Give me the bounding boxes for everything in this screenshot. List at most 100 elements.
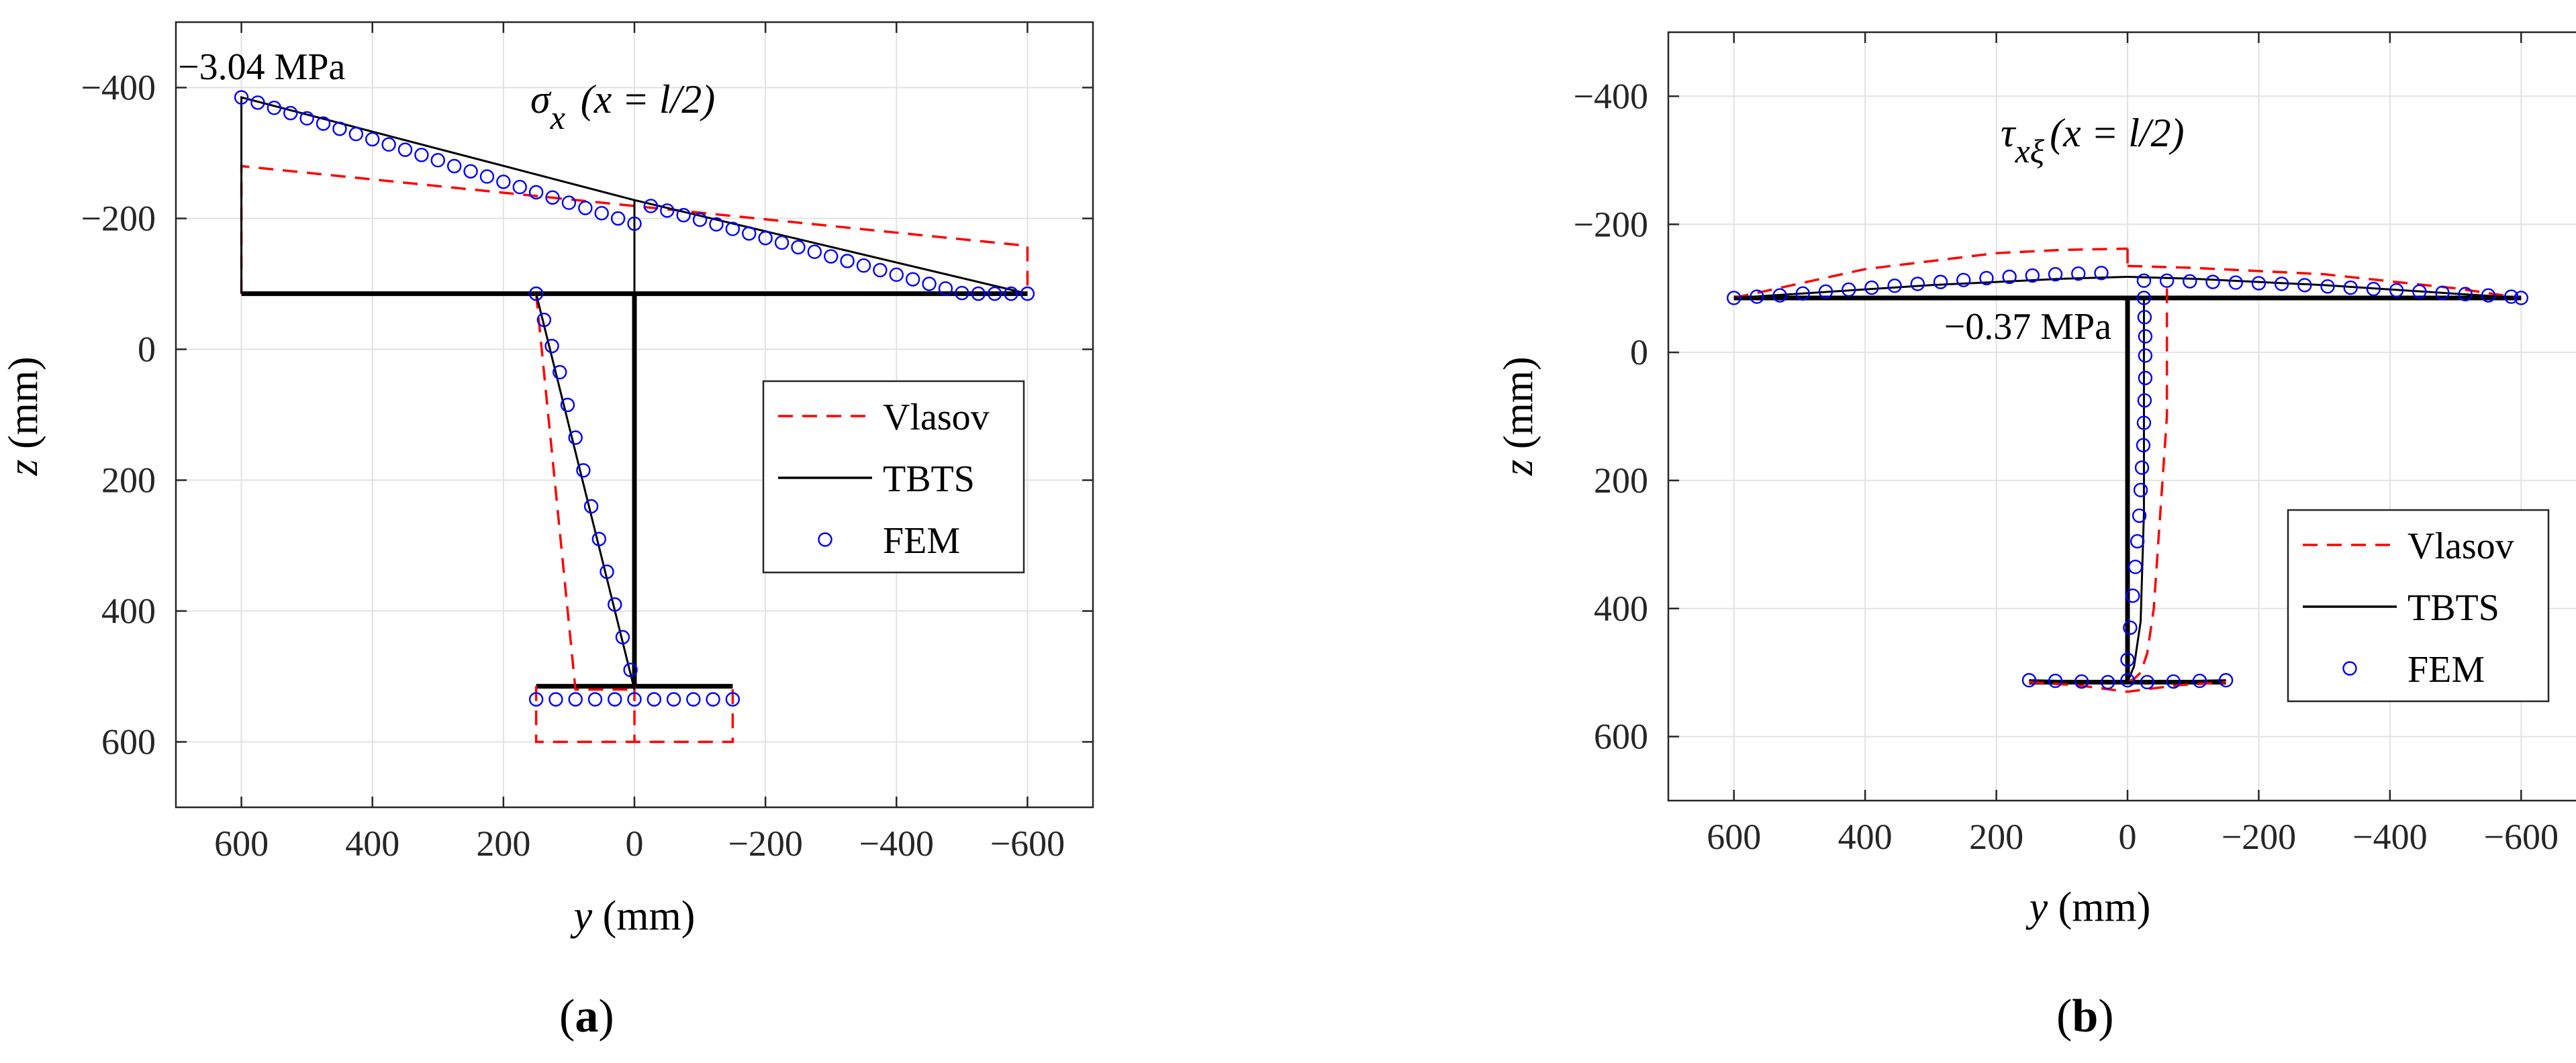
fem-marker [591, 532, 607, 546]
fem-marker [774, 235, 790, 250]
fem-marker [430, 153, 445, 168]
fem-marker [2130, 534, 2145, 549]
panel-label-a: (a) [559, 991, 614, 1042]
fem-marker [2435, 285, 2450, 301]
y-tick-label: 400 [1594, 589, 1648, 629]
y-axis-label-var: z [1, 460, 46, 476]
fem-marker [1750, 289, 1764, 304]
fem-marker [512, 180, 527, 195]
fem-marker [2048, 266, 2063, 282]
legend: Vlasov TBTS FEM [762, 380, 1025, 574]
y-tick-label: 200 [1594, 460, 1648, 501]
fem-marker [666, 692, 681, 707]
fem-marker [1004, 286, 1018, 301]
x-tick-label: −400 [859, 823, 934, 864]
tbts-line [535, 293, 636, 690]
series-fem [1727, 266, 2528, 690]
series-tbts [240, 96, 1028, 690]
fem-marker [528, 185, 544, 200]
fem-marker [2126, 588, 2140, 603]
fem-marker [686, 692, 701, 707]
fem-marker [2133, 483, 2148, 497]
chart-panel-b: 600 400 200 0 −200 −400 −600 −400 −200 0 200 400 600… [1496, 31, 2576, 930]
fem-marker [1795, 286, 1811, 301]
fem-marker [332, 121, 347, 136]
fem-marker [583, 499, 599, 514]
fem-marker [938, 281, 953, 296]
fem-marker [608, 597, 622, 612]
fem-marker [2136, 438, 2151, 453]
fem-marker [647, 692, 661, 707]
fem-marker [1956, 272, 1971, 287]
fem-marker [2138, 348, 2153, 363]
y-axis-label: z (mm) [1, 356, 46, 476]
x-tick-label: −600 [2484, 817, 2559, 857]
fem-marker [1727, 291, 1742, 305]
fem-marker [2132, 508, 2147, 523]
y-tick-label: −200 [1574, 204, 1648, 244]
fem-marker [2228, 275, 2243, 290]
fem-marker [2137, 393, 2152, 408]
tbts-line [240, 96, 1028, 295]
fem-marker [1842, 282, 1856, 297]
fem-marker [2183, 274, 2197, 289]
y-axis-label: z (mm) [1496, 356, 1541, 476]
x-tick-label: 600 [214, 823, 269, 864]
fem-marker [2205, 274, 2220, 289]
y-axis-label-unit: (mm) [1, 356, 46, 459]
fem-marker [463, 164, 478, 179]
legend-label-fem: FEM [2407, 649, 2485, 691]
legend-label-vlasov: Vlasov [883, 397, 990, 438]
fem-marker [2136, 273, 2152, 288]
fem-marker [1887, 279, 1902, 293]
fem-marker [2120, 672, 2135, 688]
panel-label-b: (b) [2056, 991, 2114, 1042]
vlasov-line [534, 293, 634, 691]
fem-marker [234, 90, 249, 105]
fem-marker [627, 692, 642, 707]
legend-label-tbts: TBTS [883, 458, 975, 500]
fem-marker [2071, 266, 2086, 281]
fem-marker [348, 127, 364, 142]
fem-marker [955, 285, 969, 301]
fem-marker [2320, 279, 2335, 294]
chart-title-sub: x [550, 99, 565, 136]
fem-marker [2048, 673, 2063, 689]
fem-marker [496, 174, 511, 189]
y-tick-label: −400 [1574, 76, 1648, 116]
fem-marker [2297, 278, 2312, 293]
fem-marker [2274, 276, 2289, 291]
fem-marker [2458, 287, 2473, 301]
fem-marker [758, 231, 773, 246]
legend-box [2287, 509, 2550, 703]
tbts-line [2126, 297, 2145, 683]
y-tick-label: 0 [138, 330, 156, 370]
plot-area [1727, 247, 2528, 693]
x-axis-label-unit: (mm) [2048, 884, 2150, 930]
x-tick-label: 200 [476, 823, 530, 864]
fem-marker [2136, 291, 2152, 305]
panel-label-b-letter: b [2072, 991, 2099, 1042]
vlasov-line [1733, 247, 2128, 299]
fem-marker [2218, 672, 2234, 688]
fem-marker [250, 95, 265, 110]
fem-marker [2166, 674, 2181, 689]
chart-title-rest: (x = l/2) [2050, 111, 2184, 155]
fem-marker [1864, 281, 1879, 295]
y-tick-label: −400 [81, 68, 156, 108]
x-tick-label: 600 [1707, 817, 1761, 857]
x-tick-label: −200 [2222, 817, 2296, 857]
fem-marker [2128, 560, 2143, 574]
chart-title-rest: (x = l/2) [571, 77, 715, 121]
fem-marker [615, 629, 630, 645]
legend-swatch-fem [2342, 661, 2357, 676]
fem-marker [987, 286, 1002, 301]
series-vlasov [240, 164, 1029, 744]
x-axis-label: y (mm) [570, 893, 696, 939]
fem-marker [553, 364, 567, 380]
fem-marker [568, 430, 583, 445]
plot-area [234, 90, 1035, 744]
series-fem [234, 90, 1035, 707]
fem-marker [479, 169, 495, 184]
y-tick-label: −200 [81, 199, 156, 239]
